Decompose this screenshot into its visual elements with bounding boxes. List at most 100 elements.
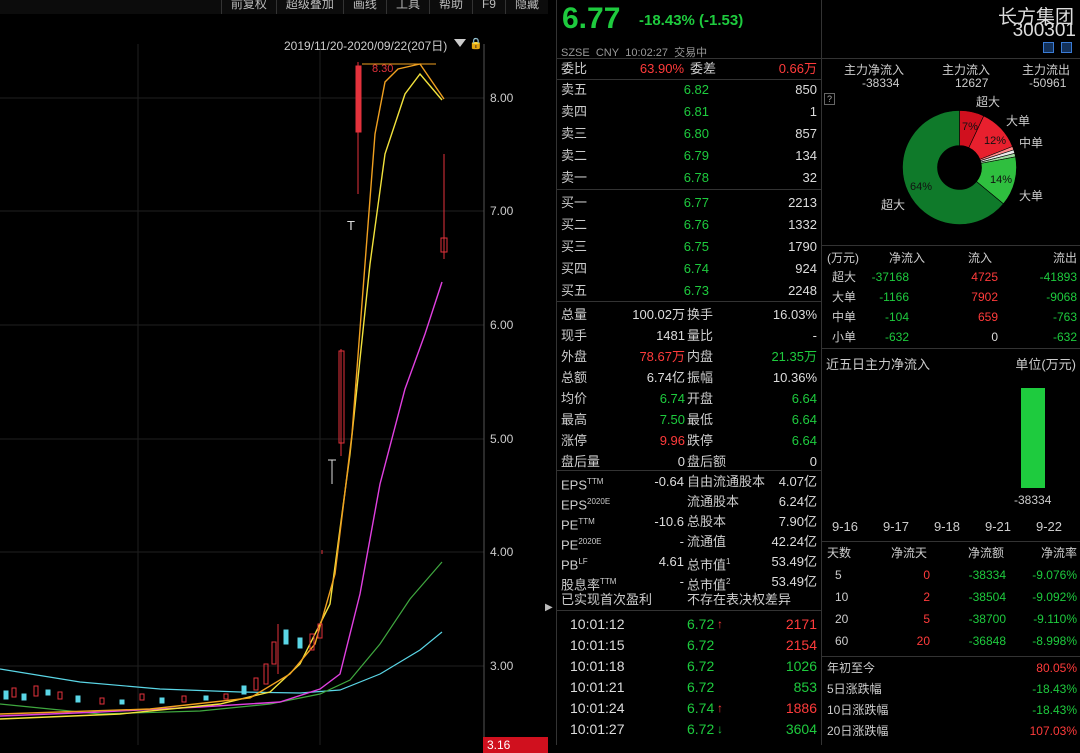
pie-label-super-in: 超大: [976, 95, 1001, 109]
help-icon[interactable]: ?: [824, 93, 835, 105]
toolbar-adjust-button[interactable]: 前复权: [220, 0, 276, 14]
tick-price: 6.72: [687, 679, 715, 695]
bid-price: 6.77: [683, 195, 709, 210]
period-rate: -9.092%: [1032, 590, 1077, 604]
main-inflow-value: 12627: [955, 76, 989, 90]
ask-volume: 32: [802, 170, 817, 185]
flow-table-header-cell: 净流入: [889, 251, 926, 265]
fundamental-value: 42.24亿: [771, 534, 817, 549]
profit-note: 已实现首次盈利: [561, 592, 653, 607]
stat-label: 换手: [687, 307, 714, 322]
change-label: 20日涨跌幅: [827, 724, 889, 738]
toolbar-tools-button[interactable]: 工具: [385, 0, 429, 14]
y-tick-7: 7.00: [490, 204, 514, 218]
stat-value: 16.03%: [772, 307, 817, 322]
ask-price: 6.82: [683, 82, 709, 97]
tick-time: 10:01:27: [570, 721, 625, 737]
flow-net: -104: [884, 310, 909, 324]
tick-row: 10:01:15 6.72 2154: [557, 635, 822, 656]
change-row: 20日涨跌幅 107.03%: [822, 721, 1080, 742]
ma-cyan-line: [0, 631, 443, 694]
stat-label: 涨停: [561, 433, 588, 448]
stat-row: 总量 100.02万 换手 16.03%: [557, 304, 822, 325]
stat-value: 6.64: [791, 433, 817, 448]
ask-price: 6.79: [683, 148, 709, 163]
tick-time: 10:01:12: [570, 616, 625, 632]
stat-label: 内盘: [687, 349, 714, 364]
stat-value: 0: [809, 454, 817, 469]
five-day-date: 9-22: [1036, 519, 1063, 534]
fundamental-sup: 2: [726, 577, 731, 586]
toolbar-help-button[interactable]: 帮助: [428, 0, 472, 14]
fundamental-value: 53.49亿: [771, 554, 817, 569]
period-table-header-cell: 净流天: [891, 546, 928, 560]
kline-svg[interactable]: 8.30 T: [0, 14, 548, 745]
lock-icon[interactable]: 🔒: [469, 38, 483, 50]
edit-icon[interactable]: [1043, 42, 1054, 53]
toolbar-hide-button[interactable]: 隐藏: [504, 0, 548, 14]
ask-price: 6.78: [683, 170, 709, 185]
flow-out: -41893: [1039, 270, 1077, 284]
ask-row: 卖五 6.82 850: [557, 79, 822, 100]
order-diff-label: 委差: [690, 61, 717, 76]
bid-row: 买一 6.77 2213: [557, 192, 822, 213]
toolbar-f9-button[interactable]: F9: [471, 0, 505, 14]
fundamental-label: 股息率TTM: [561, 571, 616, 595]
stat-label: 跌停: [687, 433, 714, 448]
tick-time: 10:01:18: [570, 658, 625, 674]
range-dropdown-icon[interactable]: [454, 39, 466, 47]
bid-price: 6.74: [683, 261, 709, 276]
settings-icon[interactable]: [1061, 42, 1072, 53]
order-ratio-row: 委比 63.90% 委差 0.66万: [557, 58, 822, 79]
fundamental-value: 4.61: [658, 554, 684, 569]
collapse-arrow-icon[interactable]: ▶: [545, 602, 553, 613]
fundamental-name: 总市值: [687, 577, 727, 593]
bid-volume: 1332: [788, 217, 817, 232]
five-day-date: 9-18: [934, 519, 961, 534]
period-table-header-cell: 天数: [827, 546, 852, 560]
bid-volume: 1790: [788, 239, 817, 254]
capital-flow-panel: 长方集团 300301 主力净流入 -38334 主力流入 12627 主力流出…: [821, 0, 1080, 745]
fundamental-name: PE: [561, 517, 579, 533]
quote-meta: SZSE CNY 10:02:27 交易中: [561, 44, 707, 60]
fundamental-name: 总股本: [687, 514, 727, 529]
fundamental-value: -: [679, 534, 684, 549]
tick-row: 10:01:18 6.72 1026: [557, 656, 822, 677]
pie-slice: [902, 110, 1004, 225]
fundamental-label: 总市值2: [687, 571, 730, 595]
stat-value: 78.67万: [639, 349, 685, 364]
flow-table-row: 大单 -1166 7902 -9068: [822, 287, 1080, 308]
fundamental-label: 流通股本: [687, 491, 739, 512]
period-days: 20: [835, 612, 849, 626]
fundamental-label: 流通值: [687, 531, 726, 552]
fundamental-label: EPS2020E: [561, 491, 610, 515]
change-label: 10日涨跌幅: [827, 703, 889, 717]
fundamental-name: 总市值: [687, 557, 727, 573]
toolbar-overlay-button[interactable]: 超级叠加: [275, 0, 343, 14]
flow-table-header-cell: 流入: [968, 251, 993, 265]
toolbar-draw-button[interactable]: 画线: [342, 0, 386, 14]
flow-table-header-cell: 流出: [1052, 251, 1077, 265]
five-day-title: 近五日主力净流入: [826, 357, 931, 372]
period-amount: -38504: [968, 590, 1006, 604]
tick-row: 10:01:21 6.72 853: [557, 677, 822, 698]
stat-value: 6.74: [659, 391, 685, 406]
kline-chart[interactable]: 8.30 T 2019/11/20-2020/09/22(207日) 🔒 8.0…: [0, 14, 553, 753]
stat-row: 均价 6.74 开盘 6.64: [557, 388, 822, 409]
ask-volume: 850: [795, 82, 817, 97]
ask-label: 卖三: [561, 126, 588, 141]
stat-value: 9.96: [659, 433, 685, 448]
flow-type: 超大: [832, 270, 857, 284]
period-days: 5: [835, 568, 842, 582]
five-day-bar-label: -38334: [1014, 493, 1052, 507]
fundamental-row: EPSTTM -0.64 自由流通股本 4.07亿: [557, 471, 822, 492]
fundamental-sup: TTM: [600, 577, 617, 586]
flow-in: 4725: [971, 270, 998, 284]
stat-label: 振幅: [687, 370, 714, 385]
flow-in: 659: [977, 310, 998, 324]
main-outflow-header: 主力流出: [1022, 63, 1071, 77]
y-tick-4: 4.00: [490, 545, 514, 559]
fundamental-sup: 2020E: [587, 497, 611, 506]
stat-label: 开盘: [687, 391, 714, 406]
bid-label: 买二: [561, 217, 588, 232]
